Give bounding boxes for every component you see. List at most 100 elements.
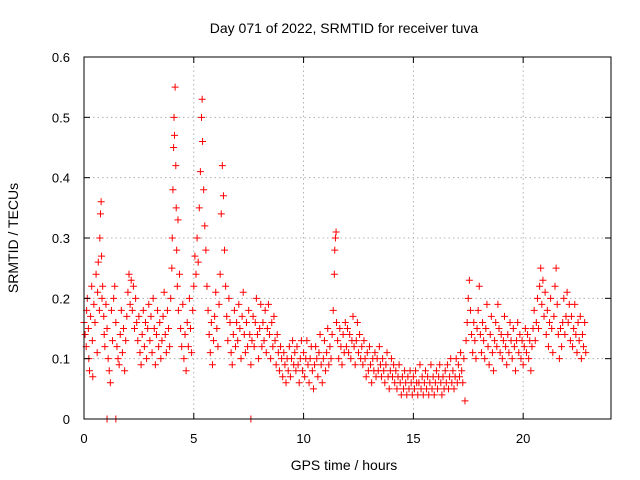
data-point (385, 385, 393, 393)
data-point (325, 361, 333, 369)
data-point (421, 367, 429, 375)
y-tick-label: 0.3 (52, 231, 70, 246)
data-point (94, 258, 102, 266)
data-point (210, 337, 218, 345)
data-point (92, 270, 100, 278)
data-point (342, 343, 350, 351)
data-point (233, 318, 241, 326)
data-point (498, 355, 506, 363)
data-point (141, 318, 149, 326)
data-point (246, 331, 254, 339)
data-point (392, 367, 400, 375)
data-point (267, 355, 275, 363)
data-point (100, 312, 108, 320)
data-point (494, 300, 502, 308)
data-point (110, 294, 118, 302)
data-point (195, 204, 203, 212)
y-tick-label: 0.5 (52, 110, 70, 125)
data-point (341, 318, 349, 326)
data-point (441, 367, 449, 375)
data-point (352, 337, 360, 345)
data-point (96, 234, 104, 242)
data-point (137, 361, 145, 369)
data-point (380, 367, 388, 375)
data-point (155, 343, 163, 351)
data-point (225, 294, 233, 302)
data-point (511, 367, 519, 375)
data-point (148, 349, 156, 357)
data-point (84, 325, 92, 332)
data-point (317, 361, 325, 369)
data-point (115, 361, 123, 369)
data-point (101, 343, 109, 351)
data-point (146, 337, 154, 345)
data-point (93, 349, 101, 357)
data-point (466, 306, 474, 314)
data-point (273, 331, 281, 339)
data-point (186, 325, 194, 332)
data-point (354, 349, 362, 357)
data-point (117, 306, 125, 314)
data-point (482, 325, 490, 332)
data-point (570, 325, 578, 332)
data-point (251, 318, 259, 326)
data-point (574, 318, 582, 326)
data-point (262, 349, 270, 357)
data-point (120, 325, 128, 332)
data-point (180, 355, 188, 363)
data-point (219, 192, 227, 200)
data-point (356, 331, 364, 339)
data-point (543, 306, 551, 314)
data-point (217, 210, 225, 218)
x-tick-label: 10 (296, 431, 310, 446)
data-point (185, 294, 193, 302)
x-tick-label: 20 (516, 431, 530, 446)
data-points (80, 83, 590, 423)
data-point (182, 367, 190, 375)
data-point (212, 288, 220, 296)
data-point (247, 361, 255, 369)
data-point (236, 325, 244, 332)
data-point (346, 331, 354, 339)
data-point (432, 367, 440, 375)
data-point (205, 331, 213, 339)
data-point (519, 361, 527, 369)
axis-ticks: 0 0.1 0.2 0.3 0.4 0.5 0.6 0 5 10 15 20 (52, 50, 611, 446)
data-point (118, 349, 126, 357)
data-point (107, 306, 115, 314)
data-point (371, 349, 379, 357)
data-point (99, 282, 107, 290)
data-point (173, 282, 181, 290)
data-point (465, 276, 473, 284)
data-point (521, 325, 529, 332)
data-point (109, 337, 117, 345)
y-tick-label: 0.2 (52, 291, 70, 306)
data-point (156, 318, 164, 326)
data-point (87, 312, 95, 320)
data-point (183, 318, 191, 326)
data-point (470, 318, 478, 326)
data-point (174, 306, 182, 314)
data-point (518, 337, 526, 345)
data-point (81, 331, 89, 339)
data-point (201, 222, 209, 230)
data-point (359, 361, 367, 369)
data-point (569, 343, 577, 351)
data-point (505, 349, 513, 357)
data-point (564, 318, 572, 326)
data-point (170, 144, 178, 151)
data-point (232, 343, 240, 351)
data-point (548, 325, 556, 332)
y-tick-label: 0.1 (52, 352, 70, 367)
data-point (551, 282, 559, 290)
data-point (263, 325, 271, 332)
data-point (170, 113, 178, 121)
data-point (517, 355, 525, 363)
data-point (361, 355, 369, 363)
data-point (151, 361, 159, 369)
data-point (474, 306, 482, 314)
data-point (211, 312, 219, 320)
data-point (184, 343, 192, 351)
data-point (202, 246, 210, 254)
data-point (556, 325, 564, 332)
